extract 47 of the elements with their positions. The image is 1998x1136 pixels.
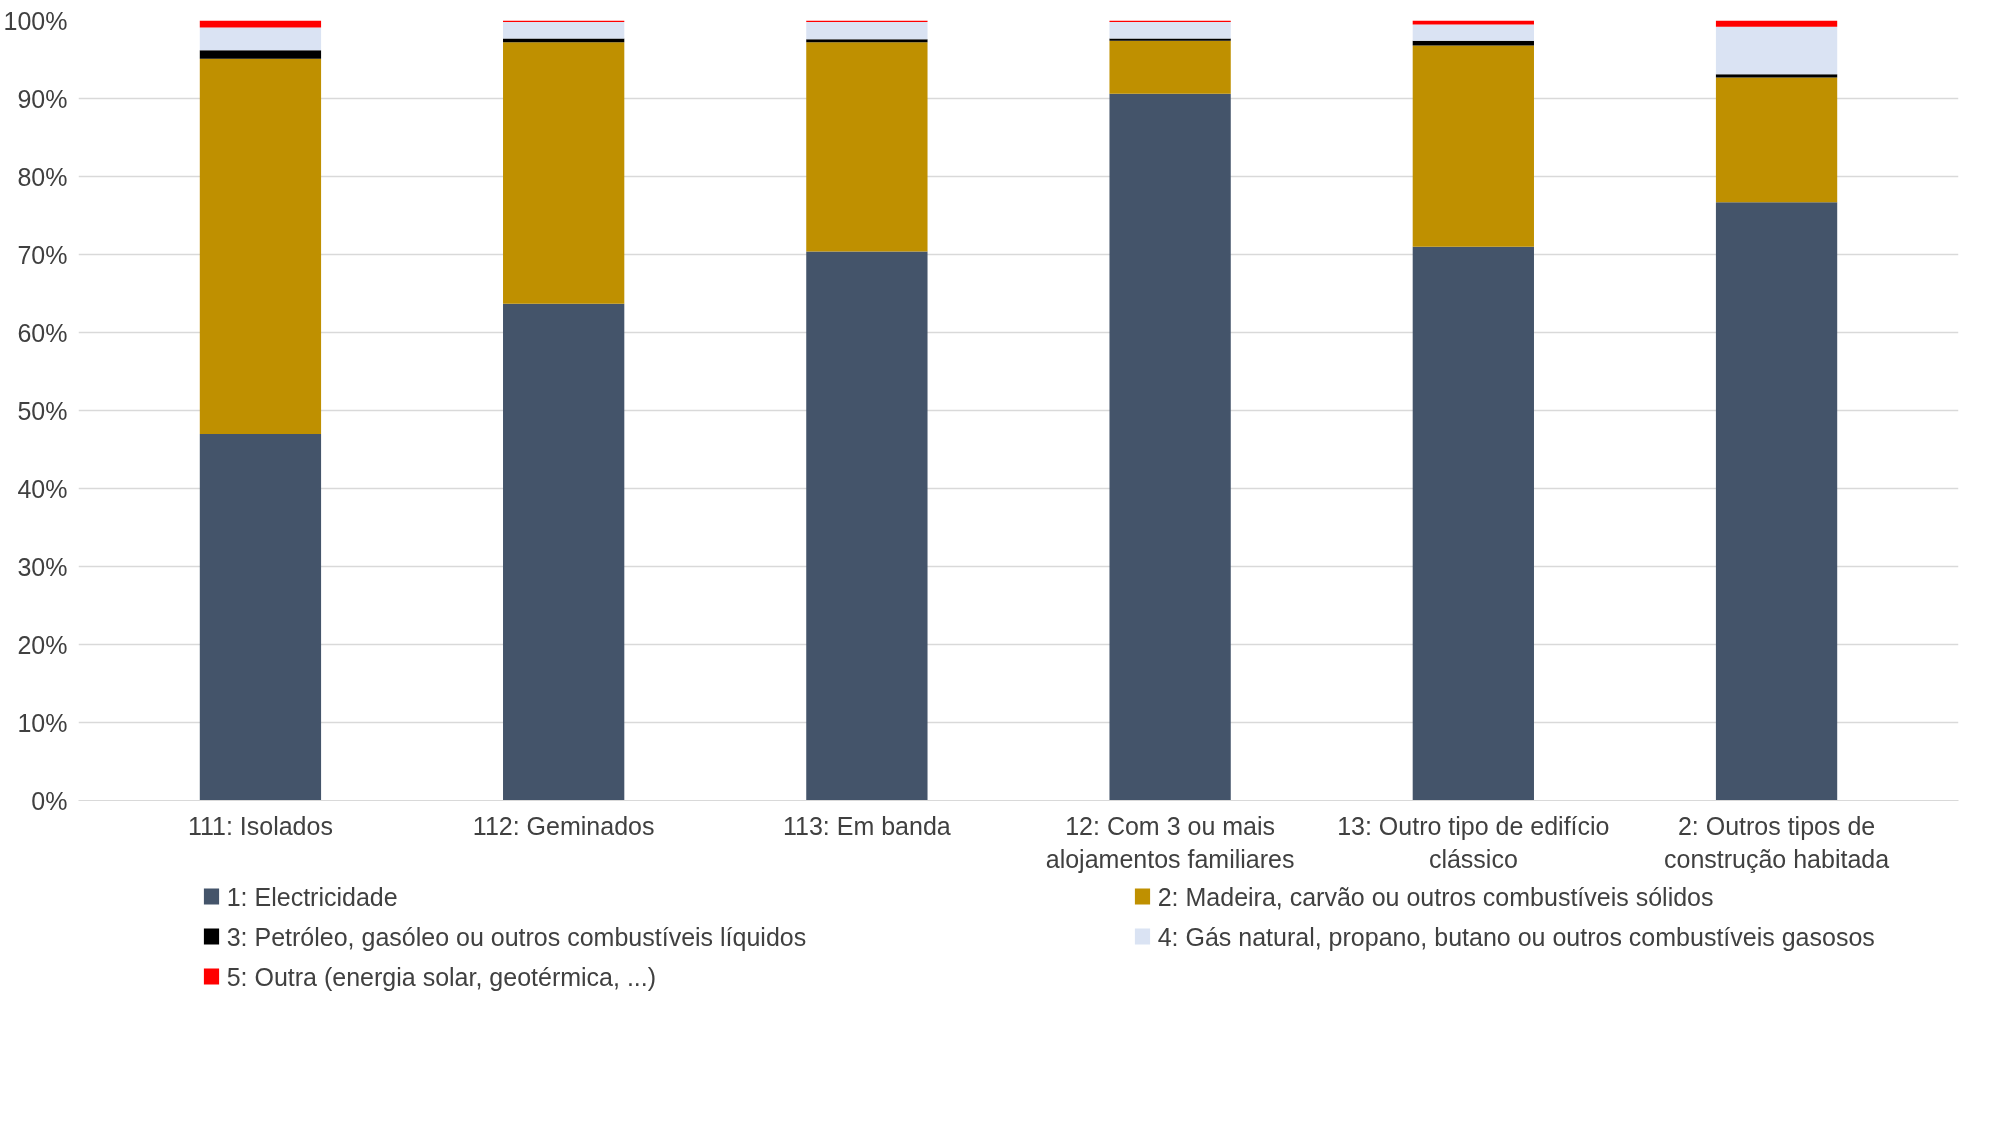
bar — [1412, 45, 1534, 247]
x-tick-label: 113: Em banda — [783, 811, 951, 840]
bar — [503, 303, 625, 801]
bar — [1412, 24, 1534, 41]
bar — [1715, 202, 1838, 801]
bar — [806, 251, 928, 801]
bar — [1715, 20, 1838, 27]
y-tick-label: 60% — [17, 318, 68, 347]
bar — [806, 22, 928, 40]
bar — [1109, 40, 1231, 94]
bar — [503, 22, 625, 39]
legend-label: 2: Madeira, carvão ou outros combustíveis sólidos — [1157, 882, 1714, 911]
bar — [1715, 26, 1838, 75]
y-tick-label: 20% — [17, 630, 68, 659]
bar — [1109, 38, 1231, 41]
bar — [806, 42, 928, 252]
legend-label: 3: Petróleo, gasóleo ou outros combustíveis líquidos — [226, 922, 807, 951]
x-tick-label: 111: Isolados — [187, 811, 333, 840]
bar — [1109, 93, 1231, 801]
bar — [503, 38, 625, 43]
x-tick-label: 13: Outro tipo de edifício clássico — [1337, 811, 1610, 874]
bar — [199, 58, 322, 434]
y-tick-label: 90% — [17, 84, 68, 113]
y-tick-label: 50% — [17, 396, 68, 425]
bar — [1715, 77, 1838, 203]
bar — [806, 39, 928, 43]
bar — [199, 20, 322, 28]
bar — [199, 433, 322, 801]
y-tick-label: 30% — [17, 552, 68, 581]
y-tick-label: 80% — [17, 162, 68, 191]
bar — [199, 50, 322, 59]
x-tick-label: 2: Outros tipos de construção habitada — [1663, 811, 1890, 874]
y-tick-label: 70% — [17, 240, 68, 269]
y-tick-label: 0% — [31, 786, 68, 815]
y-tick-label: 40% — [17, 474, 68, 503]
bar — [503, 42, 625, 304]
legend-label: 5: Outra (energia solar, geotérmica, ...) — [226, 962, 657, 991]
legend-label: 1: Electricidade — [226, 882, 398, 911]
y-tick-label: 100% — [3, 6, 68, 35]
bar — [199, 27, 322, 51]
bar — [1715, 74, 1838, 78]
x-tick-label: 12: Com 3 ou mais alojamentos familiares — [1045, 811, 1295, 874]
bar — [1412, 246, 1534, 801]
y-tick-label: 10% — [17, 708, 68, 737]
x-tick-label: 112: Geminados — [472, 811, 655, 840]
bar — [1109, 22, 1231, 39]
legend-label: 4: Gás natural, propano, butano ou outros combustíveis gasosos — [1157, 922, 1875, 951]
